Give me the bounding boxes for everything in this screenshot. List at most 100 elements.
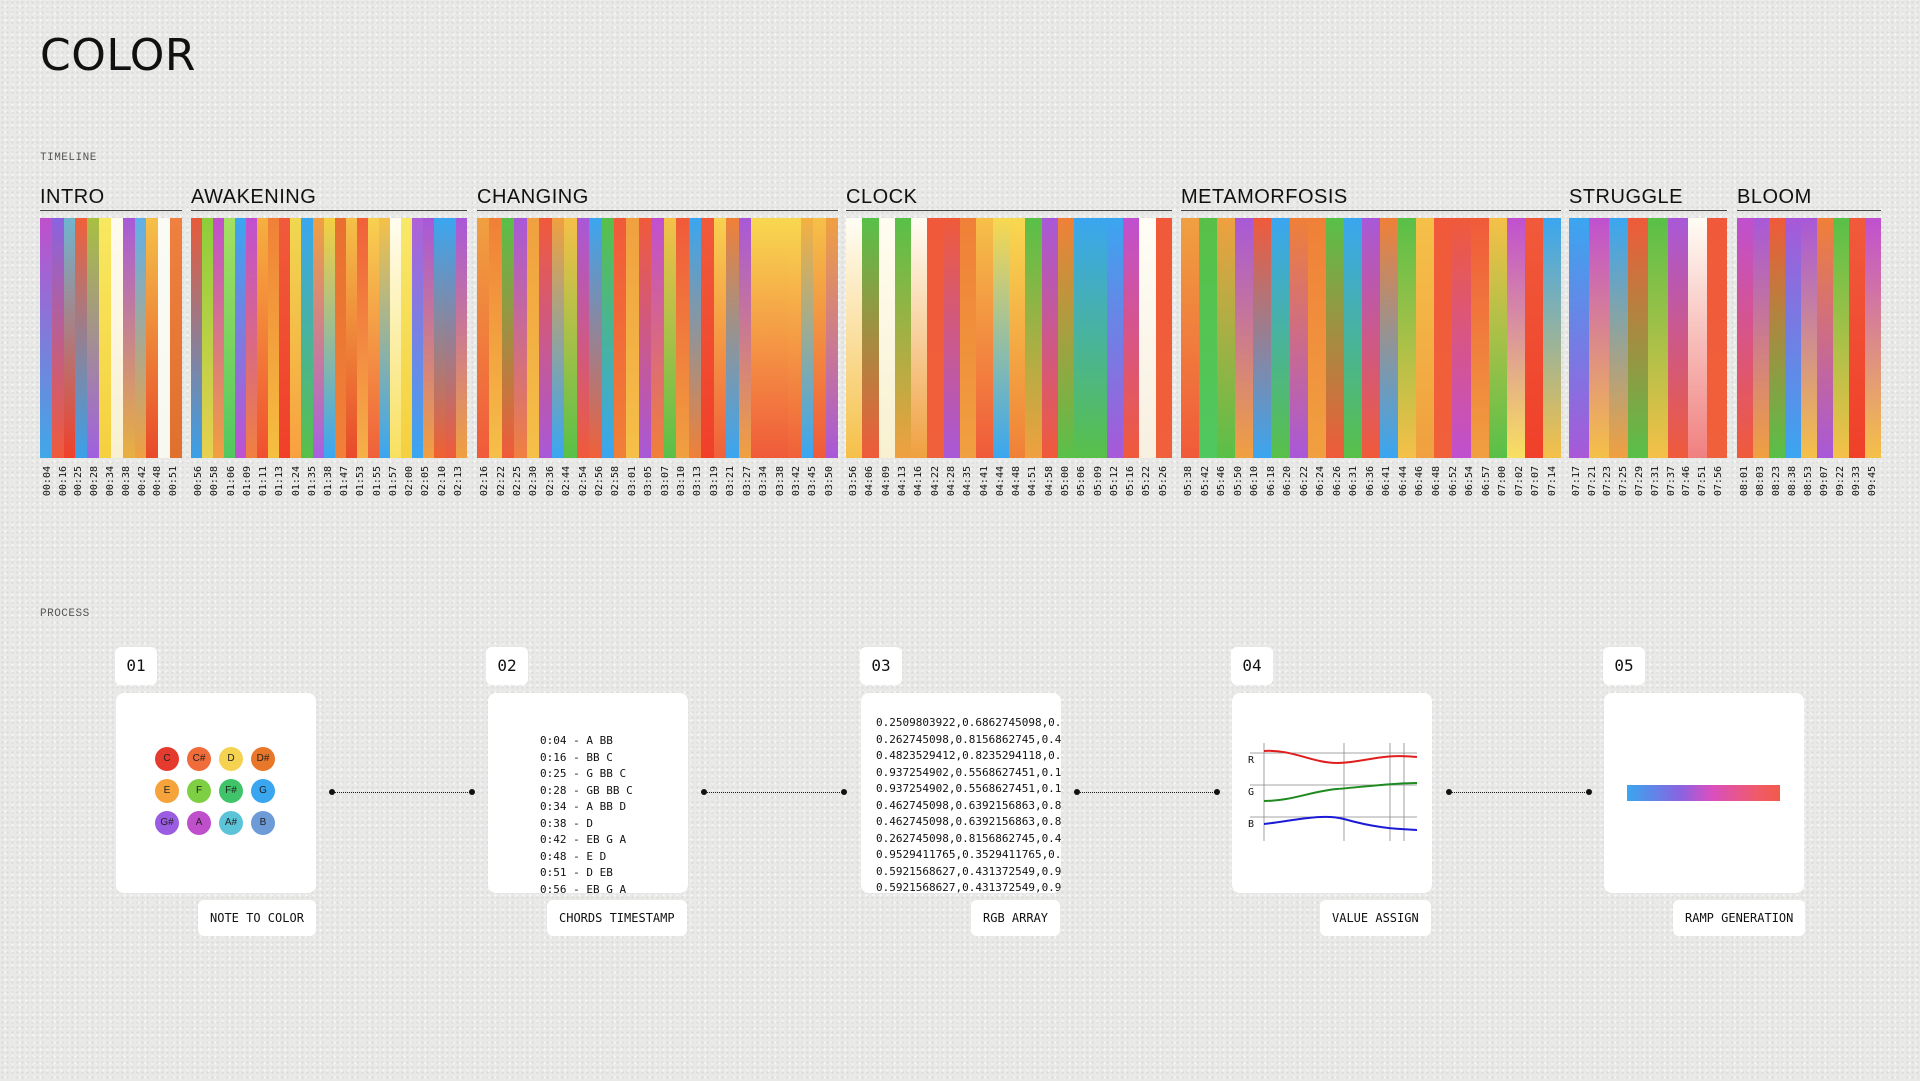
timestamp: 06:10: [1249, 466, 1261, 497]
timestamp: 04:41: [978, 466, 990, 497]
timestamp: 06:48: [1430, 466, 1442, 497]
g-curve: [1263, 782, 1418, 802]
timestamp: 00:16: [57, 466, 69, 497]
color-strip: [943, 218, 961, 458]
timestamp: 01:55: [371, 466, 383, 497]
color-strip: [589, 218, 602, 458]
rgb-row: 0.9529411765,0.3529411765,0.: [876, 848, 1061, 861]
color-strip: [134, 218, 147, 458]
timestamp: 03:10: [676, 466, 688, 497]
color-strip: [846, 218, 863, 458]
section-struggle: STRUGGLE 07:17 07:21 07:23 07:25 07:29 07:31 07…: [1569, 184, 1727, 496]
timestamp: 08:23: [1771, 466, 1782, 497]
rgb-row: 0.937254902,0.5568627451,0.1: [876, 782, 1061, 795]
step-number-02: 02: [486, 647, 528, 685]
note-circle: E: [155, 779, 179, 803]
section-title: AWAKENING: [191, 184, 467, 211]
chords-timestamp-card: 0:04 - A BB 0:16 - BB C 0:25 - G BB C 0:28 …: [488, 693, 688, 893]
timestamp: 01:13: [274, 466, 286, 497]
color-strip: [489, 218, 502, 458]
timestamp: 04:13: [897, 466, 909, 497]
color-strip: [477, 218, 490, 458]
step-number-03: 03: [860, 647, 902, 685]
timestamp: 00:38: [120, 466, 132, 497]
color-strip: [1074, 218, 1091, 458]
timeline-label: TIMELINE: [40, 152, 97, 164]
chord-row: 0:51 - D EB: [540, 866, 613, 879]
color-strip: [213, 218, 225, 458]
color-strip: [688, 218, 702, 458]
rgb-row: 0.262745098,0.8156862745,0.4: [876, 831, 1061, 845]
timestamp: 00:48: [152, 466, 164, 497]
timestamp: 04:44: [994, 466, 1006, 497]
step-number-01: 01: [115, 647, 157, 685]
rgb-row: 0.5921568627,0.431372549,0.9: [876, 864, 1061, 878]
note-circle: A#: [219, 811, 243, 835]
timestamp: 00:58: [209, 466, 221, 497]
timestamp: 01:35: [306, 466, 318, 497]
timestamp: 02:36: [544, 466, 556, 497]
timestamps: 02:16 02:22 02:25 02:30 02:36 02:44 02:54 02:56…: [477, 466, 838, 526]
color-strip: [1506, 218, 1525, 458]
section-metamorfosis: METAMORFOSIS 05:38 05:42 05:46 05:50 06:10 06:…: [1181, 184, 1561, 496]
timestamp: 09:07: [1819, 466, 1830, 497]
connector-4-5: [1446, 789, 1592, 795]
color-strip: [290, 218, 302, 458]
rgb-row: 0.462745098,0.6392156863,0.8: [876, 798, 1061, 812]
timestamp: 07:17: [1570, 466, 1582, 497]
color-strip: [626, 218, 639, 458]
timestamp: 02:54: [577, 466, 589, 497]
rgb-row: 0.4823529412,0.8235294118,0.: [876, 749, 1061, 762]
timestamp: 09:33: [1851, 466, 1862, 497]
timestamp: 00:51: [168, 466, 180, 497]
color-strip: [564, 218, 577, 458]
color-strip: [878, 218, 895, 458]
color-strip: [750, 218, 764, 458]
timestamp: 06:31: [1348, 466, 1360, 497]
timestamp: 00:34: [105, 466, 117, 497]
timestamp: 05:00: [1060, 466, 1071, 497]
color-strip: [312, 218, 324, 458]
timestamp: 09:45: [1867, 466, 1878, 497]
color-strip: [800, 218, 814, 458]
timestamp: 03:45: [807, 466, 819, 497]
section-title: STRUGGLE: [1569, 184, 1727, 211]
timeline: INTRO 00:04 00:16 00:25 00:28 00:34 00:38 00:42…: [0, 0, 1920, 520]
color-strip: [1416, 218, 1435, 458]
timestamp: 05:26: [1157, 466, 1169, 497]
color-strip: [1687, 218, 1708, 458]
timestamps: 03:56 04:06 04:09 04:13 04:16 04:22 04:28 04:35…: [846, 466, 1172, 526]
timestamp: 06:20: [1282, 466, 1294, 497]
timestamp: 01:24: [290, 466, 302, 497]
timestamp: 01:38: [322, 466, 334, 497]
timestamp: 03:56: [848, 466, 860, 497]
section-title: CHANGING: [477, 184, 838, 211]
rgb-array-list: 0.2509803922,0.6862745098,0. 0.262745098,…: [876, 715, 1061, 893]
color-strip: [334, 218, 346, 458]
timestamp: 07:29: [1634, 466, 1646, 497]
rgb-row: 0.5921568627,0.431372549,0.9: [876, 881, 1061, 893]
section-title: INTRO: [40, 184, 182, 211]
timestamp: 08:03: [1755, 466, 1766, 497]
color-strip: [1155, 218, 1172, 458]
color-strip: [1707, 218, 1727, 458]
color-strip: [894, 218, 912, 458]
timestamp: 02:16: [479, 466, 491, 497]
timestamps: 08:01 08:03 08:23 08:38 08:53 09:07 09:22 09:33…: [1737, 466, 1881, 526]
connector-1-2: [329, 789, 475, 795]
timestamp: 03:27: [741, 466, 753, 497]
color-strip: [1470, 218, 1489, 458]
timestamp: 03:50: [823, 466, 835, 497]
color-strip: [51, 218, 64, 458]
timestamp: 07:07: [1530, 466, 1542, 497]
timestamp: 03:42: [790, 466, 802, 497]
rgb-array-label: RGB ARRAY: [971, 900, 1061, 936]
timestamps: 05:38 05:42 05:46 05:50 06:10 06:18 06:20 06:22…: [1181, 466, 1561, 526]
color-strip: [726, 218, 739, 458]
color-strip: [1488, 218, 1507, 458]
color-strip: [1667, 218, 1688, 458]
color-strip: [976, 218, 993, 458]
ramp-generation-label: RAMP GENERATION: [1673, 900, 1806, 936]
timestamp: 07:37: [1665, 466, 1677, 497]
timestamp: 04:06: [864, 466, 876, 497]
